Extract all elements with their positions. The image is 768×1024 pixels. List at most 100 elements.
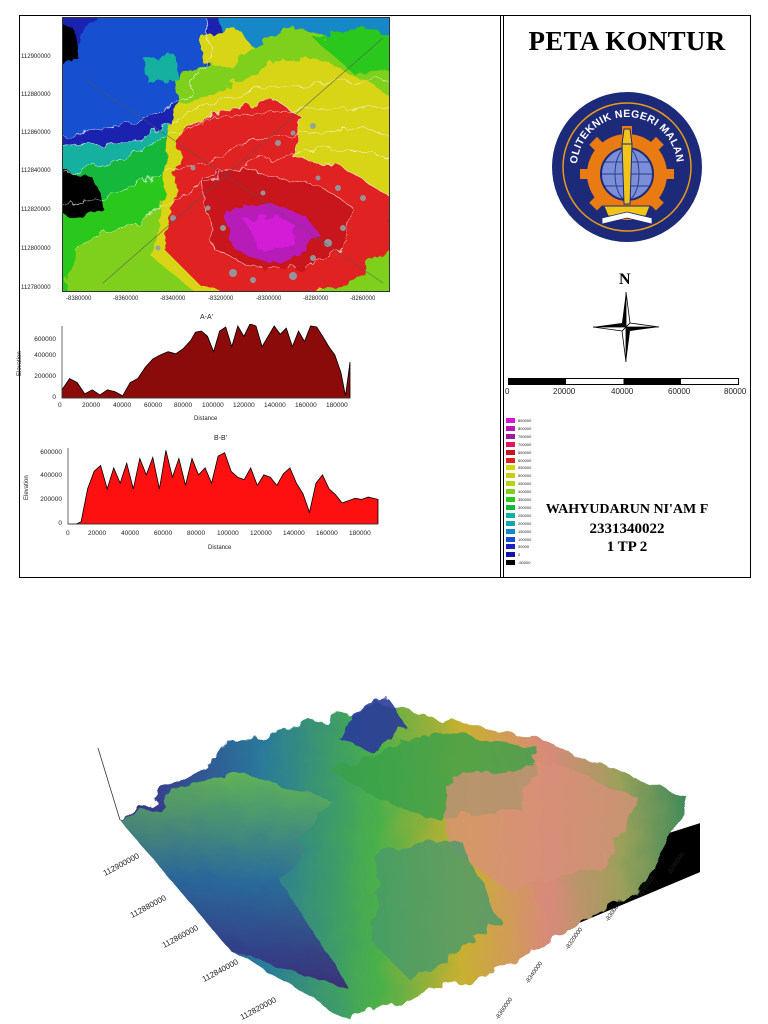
profile-area	[61, 324, 351, 399]
legend-swatch	[506, 520, 515, 526]
profile-b-x-tick: 20000	[88, 530, 107, 537]
surface-y-tick: 112860000	[161, 923, 201, 950]
legend-swatch	[506, 481, 515, 487]
profile-a-x-tick: 100000	[202, 402, 224, 409]
legend-label: 750000	[518, 433, 532, 439]
map-x-tick: -8340000	[160, 296, 186, 302]
legend-label: 800000	[518, 425, 532, 431]
surface-y-tick: 112900000	[102, 851, 142, 878]
legend-label: 550000	[518, 465, 532, 471]
profile-b-ylabel: Elevation	[24, 475, 30, 500]
profile-a-x-tick: 0	[58, 402, 62, 409]
polinema-logo: POLITEKNIK NEGERI MALANG	[544, 84, 707, 247]
legend-label: -50000	[518, 560, 531, 566]
legend-swatch	[506, 433, 515, 439]
profile-b-x-tick: 160000	[316, 530, 338, 537]
scale-label: 20000	[553, 387, 576, 396]
author-class: 1 TP 2	[606, 539, 648, 555]
legend-label: 700000	[518, 441, 532, 447]
legend-swatch	[506, 528, 515, 534]
profile-b-xlabel: Distance	[208, 545, 232, 551]
legend-swatch	[506, 560, 515, 566]
section-line-a	[102, 37, 384, 284]
legend-swatch	[506, 552, 515, 558]
map-y-tick: 112820000	[21, 207, 51, 213]
scale-label: 80000	[724, 387, 747, 396]
legend-label: 100000	[518, 536, 532, 542]
profile-a-y-tick: 200000	[34, 373, 56, 380]
legend-swatch	[506, 489, 515, 495]
profile-a-x-tick: 80000	[174, 402, 193, 409]
surface-x-tick: -8360000	[495, 996, 515, 1021]
map-title: PETA KONTUR	[528, 26, 726, 56]
profile-a-xlabel: Distance	[194, 416, 218, 422]
scale-bar	[508, 378, 739, 385]
legend-label: 350000	[518, 497, 532, 502]
profile-b-y-tick: 600000	[40, 449, 62, 456]
legend-label: 850000	[518, 418, 532, 423]
profile-a-x-tick: 40000	[113, 402, 132, 409]
legend-label: 650000	[518, 449, 532, 455]
legend-swatch	[506, 473, 515, 479]
map-x-tick: -8360000	[113, 296, 139, 302]
map-y-tick: 112800000	[21, 246, 51, 252]
legend-swatch	[506, 425, 515, 431]
scale-label: 0	[505, 387, 510, 396]
legend-label: 450000	[518, 481, 532, 487]
profile-b-x-tick: 80000	[187, 530, 206, 537]
profile-a-chart	[61, 324, 351, 399]
profile-a-x-tick: 60000	[144, 402, 163, 409]
surface-y-tick: 112840000	[201, 957, 241, 984]
profile-a-x-tick: 20000	[82, 402, 101, 409]
contour-map	[62, 17, 390, 292]
legend-swatch	[506, 512, 515, 518]
map-x-tick: -8380000	[66, 296, 92, 302]
section-line-b	[82, 77, 384, 284]
legend-swatch	[506, 544, 515, 550]
panel-divider	[503, 15, 504, 578]
map-y-tick: 112840000	[21, 168, 51, 174]
map-y-tick: 112860000	[21, 130, 51, 136]
profile-b-title: B-B'	[214, 435, 228, 442]
profile-axes	[61, 326, 350, 399]
profile-a-x-tick: 120000	[233, 402, 255, 409]
profile-b-x-tick: 60000	[154, 530, 173, 537]
surface-y-tick: 112880000	[129, 893, 169, 920]
surface-x-tick: -8340000	[525, 960, 545, 985]
author-name: WAHYUDARUN NI'AM F	[545, 502, 709, 517]
profile-a-y-tick: 600000	[34, 336, 56, 343]
map-x-tick: -8320000	[208, 296, 234, 302]
profile-axes	[67, 448, 378, 525]
profile-b-x-tick: 100000	[217, 530, 239, 537]
surface-y-tick: 112820000	[239, 995, 279, 1022]
profile-b-x-tick: 180000	[349, 530, 371, 537]
legend-swatch	[506, 504, 515, 510]
contour-map-graphic	[63, 18, 389, 291]
profile-b-chart	[67, 448, 379, 525]
legend-label: 500000	[518, 473, 532, 479]
legend-swatch	[506, 465, 515, 471]
north-label: N	[619, 271, 631, 288]
legend-swatch	[506, 497, 515, 502]
profile-b-y-tick: 0	[58, 520, 62, 527]
legend-swatch	[506, 536, 515, 542]
map-y-tick: 112900000	[21, 54, 51, 60]
profile-a-title: A-A'	[200, 314, 214, 321]
legend-label: 150000	[518, 528, 532, 534]
legend-label: 0	[518, 552, 521, 558]
profile-a-x-tick: 180000	[326, 402, 348, 409]
profile-b-x-tick: 0	[66, 530, 70, 537]
legend-label: 300000	[518, 504, 532, 510]
surface-3d-plot: 112900000 112880000 112860000 112840000 …	[97, 700, 700, 1022]
legend-swatch	[506, 441, 515, 447]
legend-label: 400000	[518, 489, 532, 495]
map-y-tick: 112780000	[21, 285, 51, 291]
north-arrow-icon	[592, 291, 660, 363]
profile-b-x-tick: 120000	[250, 530, 272, 537]
profile-a-x-tick: 140000	[264, 402, 286, 409]
map-x-tick: -8300000	[256, 296, 282, 302]
profile-b-x-tick: 140000	[283, 530, 305, 537]
profile-a-y-tick: 400000	[34, 352, 56, 359]
panel-divider	[500, 15, 501, 578]
legend-label: 250000	[518, 512, 532, 518]
